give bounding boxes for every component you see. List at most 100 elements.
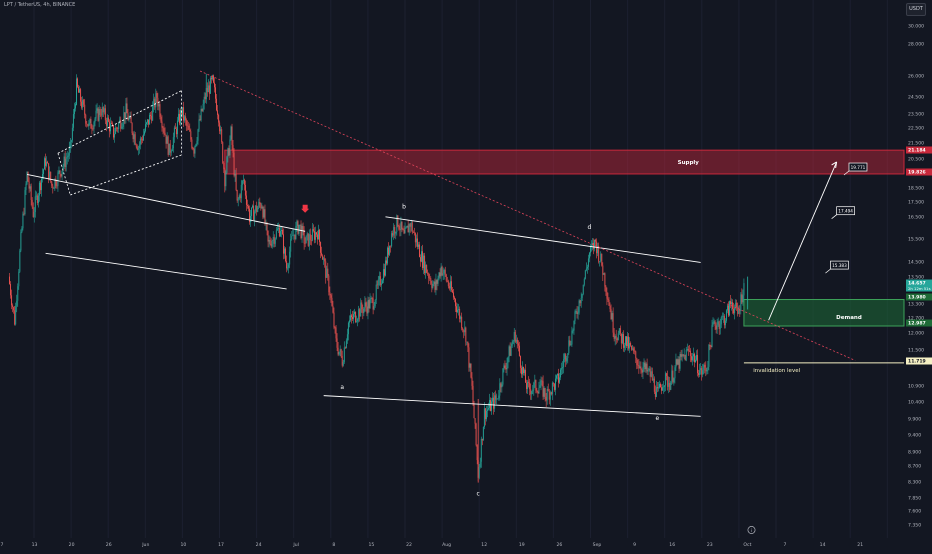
candle-body [209, 77, 211, 94]
candle-body [296, 221, 298, 226]
candle-body [528, 381, 530, 383]
x-tick-label: 19 [519, 542, 525, 548]
candle-body [637, 365, 639, 366]
candle-body [340, 349, 342, 357]
candle-body [71, 127, 73, 141]
candle-body [427, 272, 429, 275]
candle-body [172, 137, 174, 149]
candle-body [458, 308, 460, 310]
candle-body [710, 345, 712, 348]
candle-body [223, 162, 225, 170]
candle-body [431, 283, 433, 288]
candle-body [560, 369, 562, 378]
candle-body [682, 354, 684, 356]
candle-body [169, 143, 171, 153]
candle-body [725, 310, 727, 321]
candle-body [323, 258, 325, 260]
price-tag [906, 279, 932, 292]
candle-body [394, 227, 396, 234]
candle-body [357, 319, 359, 322]
candle-body [566, 358, 568, 362]
candle-body [686, 348, 688, 350]
candle-body [16, 300, 18, 306]
candle-body [702, 370, 704, 375]
candle-body [510, 346, 512, 356]
candle-body [491, 401, 493, 411]
candle-body [635, 351, 637, 359]
candle-body [85, 114, 87, 124]
candle-body [185, 116, 187, 121]
candle-body [360, 302, 362, 317]
candle-body [277, 227, 279, 230]
y-tick-label: 26.000 [908, 74, 924, 80]
candle-body [663, 386, 665, 388]
currency-button[interactable]: USDT [906, 3, 926, 16]
candle-body [557, 373, 558, 376]
x-tick-label: 12 [481, 542, 487, 548]
candle-body [232, 145, 234, 153]
candle-body [574, 311, 576, 321]
candle-body [625, 336, 626, 346]
candle-body [410, 222, 412, 227]
candle-body [204, 96, 206, 100]
candle-body [130, 115, 132, 124]
candle-body [424, 255, 426, 274]
candle-body [657, 387, 659, 389]
candle-body [303, 229, 305, 244]
y-tick-label: 16.500 [908, 215, 924, 221]
candle-body [65, 158, 67, 168]
candle-body [174, 127, 176, 129]
price-tag-label: 12.987 [908, 321, 926, 327]
candle-body [569, 340, 571, 346]
candle-body [726, 305, 728, 311]
candle-body [640, 366, 642, 371]
candle-body [516, 339, 518, 344]
candle-body [580, 297, 582, 304]
candle-body [332, 305, 334, 313]
candle-body [295, 225, 297, 240]
candle-body [494, 395, 496, 409]
candle-body [348, 320, 350, 323]
invalidation-label: invalidation level [753, 368, 800, 374]
candle-body [367, 300, 369, 314]
candle-body [144, 131, 145, 135]
candle-body [576, 311, 578, 314]
candle-body [385, 260, 386, 276]
candle-body [422, 251, 424, 268]
candle-body [695, 359, 696, 363]
candle-body [366, 306, 368, 314]
candle-body [99, 109, 101, 115]
candle-body [610, 309, 612, 320]
candle-body [289, 251, 291, 265]
x-tick-label: 7 [1, 542, 4, 548]
candle-body [545, 396, 547, 401]
candle-body [661, 387, 662, 391]
candle-body [573, 320, 575, 331]
candle-body [470, 363, 472, 378]
candle-body [318, 229, 319, 240]
candle-body [141, 139, 143, 141]
y-tick-label: 7.600 [908, 509, 921, 515]
candle-body [675, 359, 677, 368]
candle-body [520, 367, 522, 375]
candle-body [331, 297, 333, 306]
candle-body [230, 126, 232, 140]
candle-body [499, 383, 501, 396]
candle-body [649, 368, 651, 377]
candle-body [478, 467, 480, 478]
candle-body [178, 113, 179, 121]
candle-body [724, 320, 726, 326]
projection-arrow-line [768, 161, 838, 321]
target-box [830, 260, 849, 270]
candle-body [732, 302, 734, 310]
candle-body [382, 269, 384, 281]
candle-body [163, 128, 165, 133]
candle-body [646, 363, 648, 372]
candle-body [609, 305, 611, 310]
candle-body [192, 147, 194, 150]
candle-body [41, 178, 42, 191]
candle-body [80, 89, 82, 102]
candle-body [25, 183, 27, 191]
